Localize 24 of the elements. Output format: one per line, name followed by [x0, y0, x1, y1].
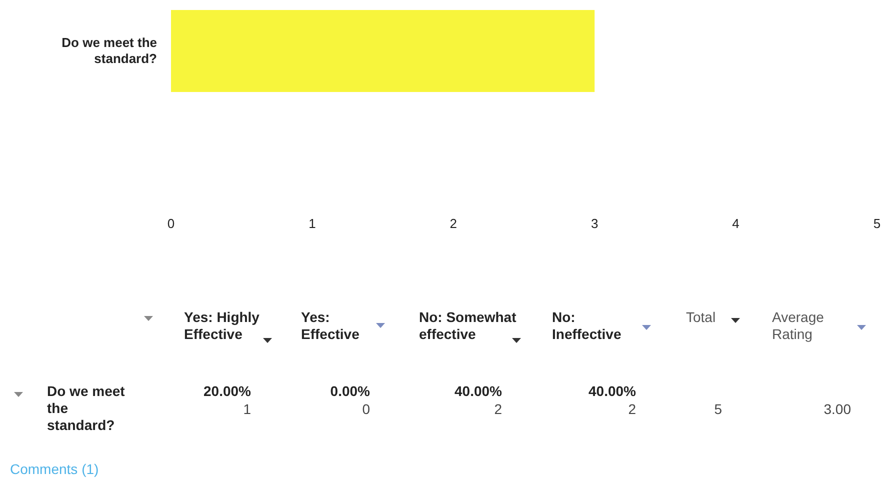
x-tick-label: 1: [308, 216, 316, 231]
text: 0.00%: [329, 383, 370, 399]
text: 3.00: [822, 401, 851, 417]
x-tick-label: 0: [167, 216, 175, 231]
text: 0: [361, 401, 370, 417]
x-tick-label: 4: [732, 216, 740, 231]
text: 1: [242, 401, 251, 417]
text: Yes: Effective: [301, 309, 360, 343]
x-tick-label: 2: [450, 216, 458, 231]
x-tick-label: 5: [873, 216, 881, 231]
text: No: Somewhat effective: [419, 309, 518, 343]
text: 2: [493, 401, 502, 417]
text: Comments (1): [10, 461, 99, 477]
text: 20.00%: [202, 383, 251, 399]
text: 40.00%: [454, 383, 502, 399]
text: Total: [686, 309, 717, 326]
x-tick-label: 3: [590, 216, 598, 231]
text: Do we meet the standard?: [47, 383, 126, 434]
text: Average Rating: [772, 309, 825, 343]
text: Yes: Highly Effective: [184, 309, 260, 343]
text: 5: [714, 401, 722, 417]
text: 2: [627, 401, 636, 417]
text: No: Ineffective: [552, 309, 622, 343]
text: 40.00%: [588, 383, 636, 399]
